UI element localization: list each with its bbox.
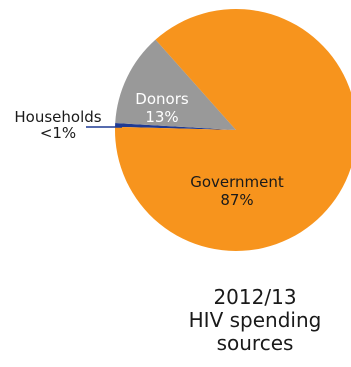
donors-value-label: 13%: [145, 108, 178, 126]
government-slice: [115, 9, 351, 251]
caption-line-sources: sources: [216, 331, 294, 355]
households-label: Households: [14, 108, 101, 126]
households-slice: [115, 123, 236, 130]
government-label: Government: [190, 173, 284, 191]
slice-labels: Donors 13% Households <1% Government 87%: [14, 90, 283, 209]
government-value-label: 87%: [220, 191, 253, 209]
chart-caption: 2012/13 HIV spending sources: [175, 286, 335, 355]
donors-label: Donors: [135, 90, 189, 108]
pie-slices: [115, 9, 351, 251]
donors-slice: [115, 39, 236, 130]
caption-line-subject: HIV spending: [188, 308, 322, 332]
households-value-label: <1%: [40, 124, 76, 142]
caption-line-year: 2012/13: [213, 285, 297, 309]
